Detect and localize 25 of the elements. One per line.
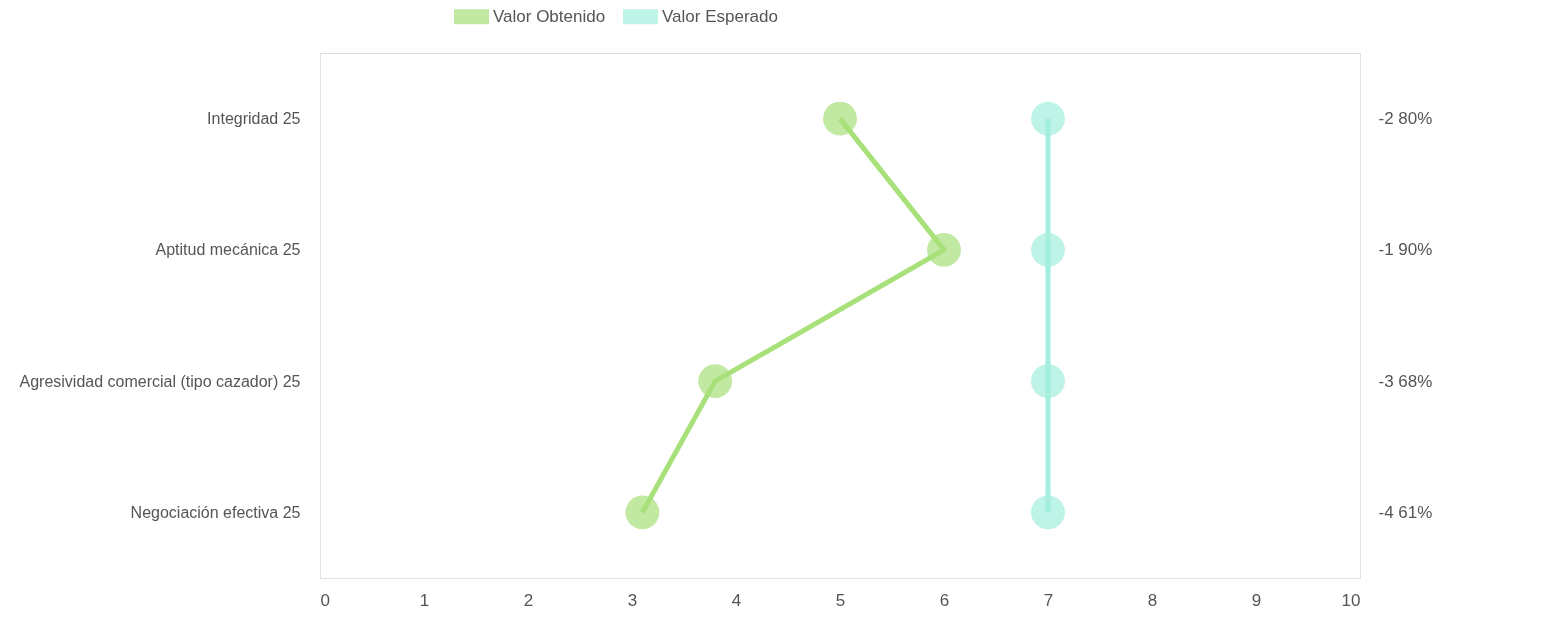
point <box>823 101 857 136</box>
x-tick-label: 6 <box>939 590 950 610</box>
x-tick-label: 2 <box>523 590 534 610</box>
y2-tick-label: -2 80% <box>1378 109 1433 129</box>
x-tick-label: 3 <box>627 590 638 610</box>
point <box>1031 495 1065 530</box>
point <box>625 495 660 530</box>
x-tick-label: 7 <box>1043 590 1054 610</box>
x-tick-label: 0 <box>320 590 330 610</box>
y2-tick-label: -4 61% <box>1378 502 1433 522</box>
y-tick-label: Aptitud mecánica 25 <box>155 241 301 259</box>
y-tick-label: Negociación efectiva 25 <box>130 503 301 521</box>
legend-label: Valor Esperado <box>662 6 778 26</box>
x-tick-label: 1 <box>419 590 430 610</box>
y-tick-label: Agresividad comercial (tipo cazador) 25 <box>19 372 301 390</box>
point <box>1031 101 1065 136</box>
y2-tick-label: -1 90% <box>1378 240 1433 260</box>
x-tick-label: 4 <box>731 590 742 610</box>
x-tick-label: 5 <box>835 590 846 610</box>
legend-label: Valor Obtenido <box>493 6 606 26</box>
x-tick-label: 10 <box>1341 590 1361 610</box>
y2-tick-label: -3 68% <box>1378 371 1433 391</box>
x-tick-label: 8 <box>1147 590 1158 610</box>
y-tick-label: Integridad 25 <box>207 110 301 128</box>
x-tick-label: 9 <box>1251 590 1262 610</box>
